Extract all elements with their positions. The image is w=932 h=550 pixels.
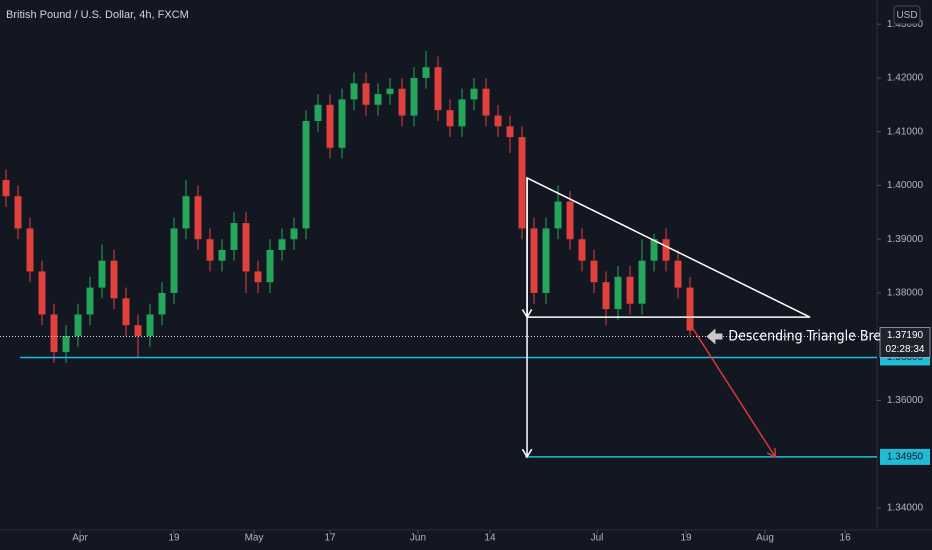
- countdown: 02:28:34: [886, 344, 925, 355]
- x-tick-label: 16: [840, 533, 852, 544]
- y-tick-label: 1.39000: [887, 234, 924, 245]
- candle-body: [422, 67, 430, 78]
- candle-body: [470, 88, 478, 100]
- candle-body: [626, 276, 634, 304]
- candle-body: [482, 88, 490, 116]
- x-tick-label: May: [245, 533, 264, 544]
- currency[interactable]: USD: [896, 10, 917, 21]
- candle-body: [218, 249, 226, 261]
- y-tick-label: 1.42000: [887, 73, 924, 84]
- candle-body: [542, 228, 550, 293]
- candle-body: [590, 260, 598, 283]
- candle-body: [602, 282, 610, 310]
- candle-body: [62, 335, 70, 353]
- candle-body: [386, 88, 394, 95]
- symbol-header: British Pound / U.S. Dollar, 4h, FXCM: [6, 9, 189, 21]
- candle-body: [26, 228, 34, 272]
- candle-body: [266, 249, 274, 283]
- candle-body: [398, 88, 406, 116]
- y-tick-label: 1.41000: [887, 126, 924, 137]
- candle-body: [254, 271, 262, 283]
- candle-body: [326, 104, 334, 148]
- annotation-text: Descending Triangle Break: [728, 328, 896, 344]
- candle-body: [650, 239, 658, 261]
- candle-body: [554, 201, 562, 229]
- candle-body: [230, 223, 238, 250]
- candle-body: [2, 180, 10, 197]
- x-tick-label: 14: [484, 533, 496, 544]
- y-tick-label: 1.38000: [887, 288, 924, 299]
- candle-body: [146, 314, 154, 336]
- candle-body: [122, 298, 130, 326]
- candle-body: [14, 196, 22, 229]
- x-tick-label: Apr: [72, 533, 88, 544]
- candle-body: [86, 287, 94, 315]
- candle-body: [134, 325, 142, 336]
- x-tick-label: Aug: [756, 533, 774, 544]
- candle-body: [434, 67, 442, 111]
- x-tick-label: 19: [168, 533, 180, 544]
- candle-body: [662, 239, 670, 261]
- candle-body: [374, 94, 382, 105]
- candle-body: [362, 83, 370, 105]
- candle-body: [242, 223, 250, 272]
- candle-body: [686, 287, 694, 331]
- candle-body: [182, 196, 190, 229]
- candle-body: [350, 83, 358, 100]
- candle-body: [290, 228, 298, 240]
- measure-arrow: [521, 317, 533, 459]
- candle-body: [206, 239, 214, 261]
- last-price-box: [879, 327, 931, 358]
- candle-body: [74, 314, 82, 336]
- plot-area: Descending Triangle Break: [0, 51, 897, 459]
- last-price-label: 1.37190: [887, 330, 924, 341]
- level-label-box: [880, 448, 930, 465]
- axes: 1.34000 1.36000 1.38000 1.39000 1.40000 1.410…: [72, 19, 931, 544]
- x-tick-label: 17: [324, 533, 336, 544]
- currency-box[interactable]: [893, 5, 921, 25]
- annotation-icon: [706, 328, 723, 345]
- candle-body: [518, 137, 526, 229]
- candle-body: [506, 126, 514, 138]
- candle-body: [194, 196, 202, 240]
- candle-body: [302, 120, 310, 229]
- candle-body: [278, 239, 286, 250]
- y-tick-label: 1.34000: [887, 503, 924, 514]
- x-tick-label: Jul: [591, 533, 604, 544]
- projection-arrow: [691, 327, 777, 459]
- level-label: 1.34950: [887, 452, 924, 463]
- candle-body: [170, 228, 178, 293]
- candle-body: [98, 260, 106, 288]
- x-tick-label: Jun: [410, 533, 426, 544]
- candle-body: [674, 260, 682, 288]
- candle-body: [158, 292, 166, 315]
- y-tick-label: 1.36000: [887, 395, 924, 406]
- candle-body: [314, 104, 322, 121]
- candle-body: [530, 228, 538, 293]
- candle-body: [50, 314, 58, 353]
- candle-body: [38, 271, 46, 315]
- candle-body: [566, 201, 574, 240]
- candle-body: [494, 115, 502, 127]
- y-tick-label: 1.40000: [887, 180, 924, 191]
- triangle-pattern: [526, 176, 811, 318]
- candle-body: [614, 276, 622, 310]
- candle-body: [110, 260, 118, 299]
- candle-body: [338, 99, 346, 148]
- candle-body: [458, 99, 466, 127]
- x-tick-label: 19: [681, 533, 693, 544]
- candle-body: [446, 110, 454, 127]
- candle-body: [638, 260, 646, 304]
- candle-body: [410, 77, 418, 116]
- candle-body: [578, 239, 586, 261]
